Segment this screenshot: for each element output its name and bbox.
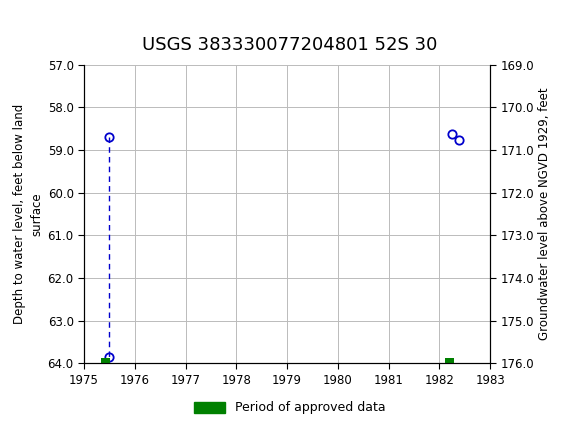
- Bar: [445, 358, 454, 366]
- Text: USGS 383330077204801 52S 30: USGS 383330077204801 52S 30: [142, 36, 438, 54]
- Legend: Period of approved data: Period of approved data: [189, 396, 391, 419]
- Text: ≋ USGS: ≋ USGS: [9, 13, 85, 31]
- Y-axis label: Groundwater level above NGVD 1929, feet: Groundwater level above NGVD 1929, feet: [538, 88, 552, 340]
- Y-axis label: Depth to water level, feet below land
surface: Depth to water level, feet below land su…: [13, 104, 44, 324]
- Bar: [101, 358, 110, 366]
